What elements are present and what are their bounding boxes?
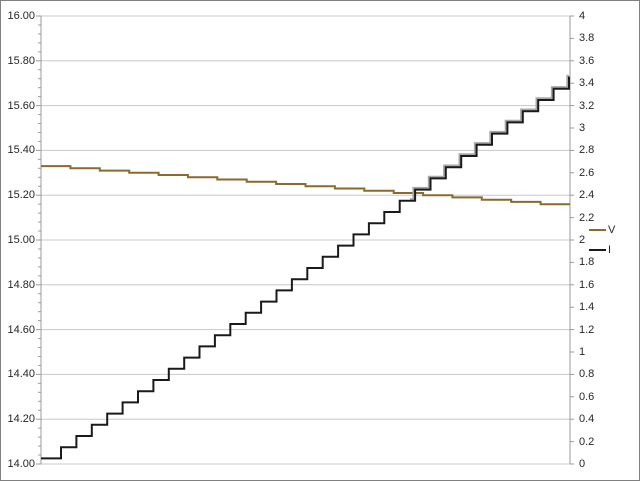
- right-axis-tick-label: 0: [579, 458, 586, 470]
- right-axis-tick-label: 1: [579, 346, 586, 358]
- series-i-line[interactable]: [41, 76, 570, 460]
- left-axis-tick-label: 15.60: [7, 99, 35, 112]
- right-axis-tick-label: 3.2: [579, 99, 595, 112]
- series-v-line[interactable]: [41, 165, 570, 206]
- right-axis-tick-label: 0.8: [579, 368, 595, 381]
- right-axis-tick-label: 1.2: [579, 323, 595, 336]
- legend-label-v: V: [608, 224, 616, 236]
- right-axis-tick-label: 1.4: [579, 301, 595, 314]
- legend-swatch-v: [589, 229, 606, 231]
- left-axis-tick-label: 16.00: [7, 10, 35, 22]
- right-axis-tick-label: 3: [579, 122, 586, 134]
- right-axis-tick-label: 1.8: [579, 256, 595, 269]
- series-i-line-halo: [410, 74, 570, 202]
- left-axis-tick-label: 15.00: [7, 234, 35, 246]
- right-axis-tick-label: 2.6: [579, 166, 595, 179]
- legend-item-i[interactable]: I: [589, 240, 637, 260]
- left-axis-tick-label: 14.60: [7, 323, 35, 336]
- legend-swatch-i: [589, 249, 606, 251]
- right-axis-tick-label: 2.4: [579, 189, 595, 202]
- right-axis-tick-label: 1.6: [579, 278, 595, 291]
- right-axis-tick-label: 2.8: [579, 144, 595, 157]
- legend-item-v[interactable]: V: [589, 220, 637, 240]
- legend: V I: [589, 220, 637, 260]
- right-axis-tick-label: 3.8: [579, 32, 595, 45]
- left-axis-tick-label: 15.40: [7, 144, 35, 157]
- right-axis-tick-label: 2: [579, 234, 586, 246]
- right-axis-tick-label: 3.6: [579, 54, 595, 67]
- right-axis-tick-label: 0.6: [579, 390, 595, 403]
- right-axis-tick-label: 3.4: [579, 77, 595, 90]
- right-axis-tick-label: 0.2: [579, 435, 595, 448]
- left-axis-tick-label: 15.80: [7, 54, 35, 67]
- left-axis-tick-label: 14.00: [7, 458, 35, 470]
- left-axis-tick-label: 14.40: [7, 368, 35, 381]
- right-axis-tick-label: 4: [579, 10, 586, 22]
- right-axis-tick-label: 0.4: [579, 413, 595, 426]
- left-axis-tick-label: 15.20: [7, 189, 35, 202]
- left-axis-tick-label: 14.20: [7, 413, 35, 426]
- left-axis-tick-label: 14.80: [7, 278, 35, 291]
- legend-label-i: I: [608, 244, 612, 256]
- right-axis-tick-label: 2.2: [579, 211, 595, 224]
